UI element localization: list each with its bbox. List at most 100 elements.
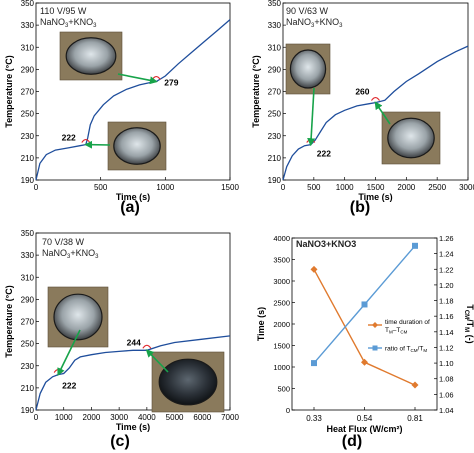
panel-d-letter: (d) <box>342 433 362 450</box>
x-axis-label: Heat Flux (W/cm²) <box>326 424 402 434</box>
dish-icon <box>53 293 103 341</box>
x-tick-label: 1500 <box>367 183 385 192</box>
x-tick-label: 4000 <box>138 413 156 422</box>
photo-arrow <box>145 349 169 373</box>
y-tick-label: 250 <box>21 110 35 119</box>
y-tick-label: 1000 <box>273 363 290 372</box>
annotation-label: 222 <box>62 133 76 143</box>
callout-mark <box>371 97 380 101</box>
y2-axis-label: TCM/TM (-) <box>463 304 474 343</box>
data-point <box>311 360 317 367</box>
panel-c-salt: NaNO3+KNO3 <box>42 248 99 260</box>
y-tick-label: 230 <box>268 132 282 141</box>
x-tick-label: 0.81 <box>407 414 423 423</box>
y-tick-label: 290 <box>21 295 35 304</box>
x-tick-label: 1500 <box>221 183 239 192</box>
x-tick-label: 2000 <box>83 413 101 422</box>
x-tick-label: 2000 <box>397 183 415 192</box>
data-point <box>412 242 418 249</box>
y-tick-label: 210 <box>21 384 35 393</box>
x-tick-label: 0 <box>281 183 286 192</box>
panel-c-chart: 190 210 230 250 270 290 310 330 350 0 1000 2000 3000… <box>4 229 239 432</box>
dish-icon <box>387 117 435 159</box>
dish-icon <box>65 37 117 75</box>
x-tick-label: 500 <box>307 183 321 192</box>
temperature-curve <box>35 335 231 411</box>
x-tick-label: 0 <box>34 183 39 192</box>
y2-tick-label: 1.10 <box>439 359 454 368</box>
y-tick-label: 2000 <box>273 320 290 329</box>
legend-marker <box>372 322 378 328</box>
y-tick-label: 310 <box>268 43 282 52</box>
photo-arrow <box>307 87 316 147</box>
annotation-label: 279 <box>164 78 178 88</box>
y-tick-label: 210 <box>268 154 282 163</box>
y-tick-label: 230 <box>21 362 35 371</box>
y2-tick-label: 1.16 <box>439 312 454 321</box>
y2-tick-label: 1.22 <box>439 265 454 274</box>
y-tick-label: 290 <box>268 65 282 74</box>
data-point <box>310 265 318 273</box>
y-tick-label: 350 <box>21 229 35 238</box>
callout-mark <box>81 139 91 143</box>
panel-b-condition: 90 V/63 W <box>286 6 329 16</box>
dish-icon <box>113 127 161 165</box>
x-axis-label: Time (s) <box>358 192 392 202</box>
temperature-curve <box>35 19 231 181</box>
y-tick-label: 330 <box>268 21 282 30</box>
x-tick-label: 2500 <box>428 183 446 192</box>
temperature-curve <box>282 45 469 181</box>
panel-a-condition: 110 V/95 W <box>40 6 87 16</box>
dish-icon <box>158 358 218 406</box>
annotation-label: 222 <box>317 149 331 159</box>
y-tick-label: 270 <box>21 88 35 97</box>
x-tick-label: 5000 <box>166 413 184 422</box>
x-tick-label: 3000 <box>459 183 474 192</box>
y2-tick-label: 1.24 <box>439 250 454 259</box>
y-tick-label: 190 <box>268 176 282 185</box>
x-tick-label: 500 <box>94 183 108 192</box>
y-tick-label: 310 <box>21 273 35 282</box>
panel-d-title: NaNO3+KNO3 <box>296 239 356 249</box>
panel-b-salt: NaNO3+KNO3 <box>286 17 343 29</box>
x-axis-label: Time (s) <box>116 192 150 202</box>
y-tick-label: 230 <box>21 132 35 141</box>
y-tick-label: 0 <box>286 406 290 415</box>
y-tick-label: 190 <box>21 406 35 415</box>
y-axis-label: Temperature (°C) <box>4 285 14 357</box>
y2-tick-label: 1.12 <box>439 343 454 352</box>
data-point <box>411 381 419 389</box>
y-tick-label: 310 <box>21 43 35 52</box>
y-tick-label: 2500 <box>273 299 290 308</box>
callout-mark <box>142 344 152 349</box>
annotation-label: 260 <box>355 87 369 97</box>
panel-a-salt: NaNO3+KNO3 <box>40 17 97 29</box>
y-tick-label: 4000 <box>273 234 290 243</box>
x-tick-label: 6000 <box>193 413 211 422</box>
photo-arrow <box>57 329 81 377</box>
data-point <box>361 358 368 366</box>
panel-c-condition: 70 V/38 W <box>42 237 85 247</box>
annotation-label: 222 <box>62 381 76 391</box>
y-tick-label: 330 <box>21 21 35 30</box>
y-tick-label: 330 <box>21 251 35 260</box>
y-axis-label: Time (s) <box>256 307 266 341</box>
legend-label-ratio: ratio of TCM/TM <box>385 346 427 354</box>
x-axis-label: Time (s) <box>116 422 150 432</box>
x-tick-label: 7000 <box>221 413 239 422</box>
y2-tick-label: 1.14 <box>439 328 454 337</box>
photo-arrow <box>374 101 391 125</box>
y-tick-label: 190 <box>21 176 35 185</box>
panel-a-letter: (a) <box>120 199 140 216</box>
y-tick-label: 210 <box>21 154 35 163</box>
panel-d-chart: 0 500 1000 1500 2000 2500 3000 3500 4000 1.04 1.06… <box>256 234 474 434</box>
y2-tick-label: 1.06 <box>439 390 454 399</box>
x-tick-label: 0.33 <box>306 414 322 423</box>
y-tick-label: 250 <box>21 340 35 349</box>
panel-c-letter: (c) <box>110 433 130 450</box>
panel-b-letter: (b) <box>350 199 370 216</box>
x-tick-label: 1000 <box>336 183 354 192</box>
x-tick-label: 1000 <box>55 413 73 422</box>
y-tick-label: 270 <box>268 88 282 97</box>
